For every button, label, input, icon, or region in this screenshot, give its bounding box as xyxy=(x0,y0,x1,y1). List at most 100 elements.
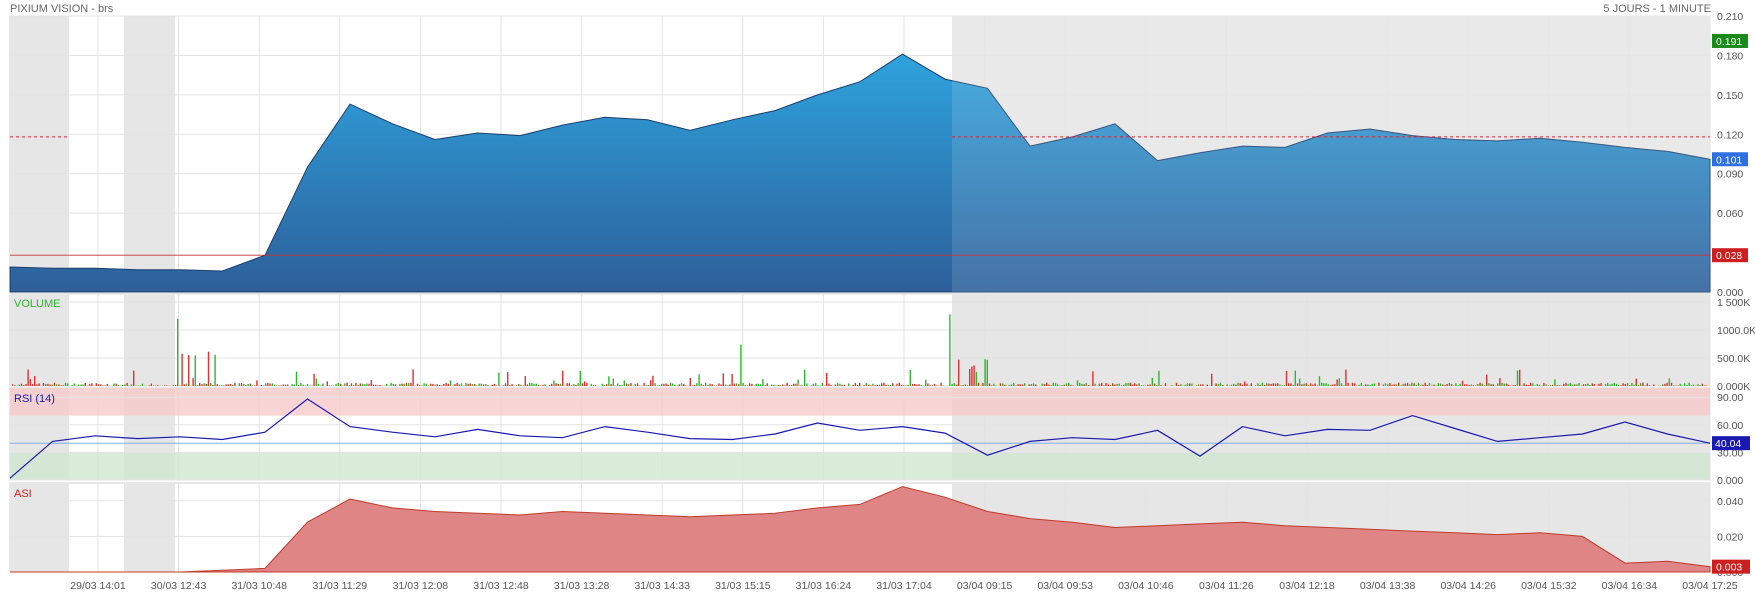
volume-bar xyxy=(1184,384,1186,386)
volume-bar xyxy=(1514,384,1516,386)
volume-bar xyxy=(852,384,854,386)
x-axis-label: 29/03 14:01 xyxy=(70,580,126,592)
volume-bar xyxy=(203,383,205,386)
volume-bar xyxy=(1684,383,1686,386)
volume-bar xyxy=(557,383,559,386)
volume-bar xyxy=(221,385,223,386)
volume-bar xyxy=(1257,383,1259,386)
volume-bar xyxy=(1340,383,1343,386)
volume-bar xyxy=(491,384,493,386)
volume-bar xyxy=(559,383,562,386)
x-axis-label: 03/04 16:34 xyxy=(1602,580,1658,592)
volume-bar xyxy=(1486,374,1488,386)
volume-bar xyxy=(1457,385,1459,386)
volume-bar xyxy=(1503,383,1505,386)
rsi-y-tick: 60.00 xyxy=(1717,420,1743,432)
volume-bar xyxy=(403,383,405,386)
instrument-title: PIXIUM VISION - brs xyxy=(10,3,114,15)
asi-area xyxy=(10,486,1711,573)
volume-bar xyxy=(498,372,500,386)
volume-bar xyxy=(1127,382,1129,386)
volume-bar xyxy=(931,385,933,386)
volume-bar xyxy=(854,382,856,386)
volume-bar xyxy=(892,383,894,386)
volume-bar xyxy=(438,385,441,386)
volume-bar xyxy=(1151,377,1153,386)
volume-bar xyxy=(757,383,760,386)
volume-bar xyxy=(469,383,471,386)
volume-bar xyxy=(562,370,564,386)
volume-bar xyxy=(232,384,234,386)
volume-bar xyxy=(278,385,280,386)
x-axis-label: 03/04 12:18 xyxy=(1279,580,1335,592)
volume-bar xyxy=(1041,383,1043,386)
volume-bar xyxy=(267,383,269,386)
volume-bar xyxy=(441,385,443,386)
volume-bar xyxy=(322,383,324,386)
volume-bar xyxy=(247,383,249,386)
volume-bar xyxy=(64,382,67,386)
volume-bar xyxy=(1116,383,1118,386)
volume-bar xyxy=(909,369,911,386)
price-low-badge-bg xyxy=(1712,248,1748,263)
volume-bar xyxy=(727,385,729,386)
volume-bar xyxy=(335,384,337,386)
volume-bar xyxy=(1083,384,1085,386)
volume-bar xyxy=(245,384,247,386)
volume-bar xyxy=(876,384,878,386)
volume-bar xyxy=(1057,384,1059,386)
volume-bar xyxy=(889,384,892,386)
volume-bar xyxy=(1563,383,1565,386)
volume-bar xyxy=(1692,384,1695,386)
volume-bar xyxy=(1307,384,1310,386)
volume-bar xyxy=(456,382,458,386)
volume-bar xyxy=(423,383,425,386)
volume-bar xyxy=(746,385,749,386)
volume-bar xyxy=(1604,384,1607,386)
volume-bar xyxy=(1662,384,1664,386)
volume-bar xyxy=(705,382,707,386)
volume-bar xyxy=(1345,369,1347,386)
volume-bar xyxy=(610,384,612,386)
volume-bar xyxy=(1325,383,1327,386)
volume-bar xyxy=(788,385,790,386)
volume-bar xyxy=(834,384,837,386)
volume-bar xyxy=(73,383,75,386)
volume-bar xyxy=(386,384,388,386)
volume-bar xyxy=(166,385,168,386)
volume-bar xyxy=(199,382,201,386)
x-axis-label: 31/03 16:24 xyxy=(796,580,852,592)
volume-bar xyxy=(1068,382,1070,386)
volume-bar xyxy=(986,359,988,386)
price-area xyxy=(9,53,1711,293)
volume-bar xyxy=(870,385,872,386)
volume-bar xyxy=(951,383,953,386)
volume-bar xyxy=(504,383,507,386)
volume-bar xyxy=(903,385,905,386)
volume-bar xyxy=(964,384,966,386)
volume-bar xyxy=(601,383,603,386)
volume-bar xyxy=(1233,383,1235,386)
volume-bar xyxy=(1587,383,1589,386)
volume-bar xyxy=(1332,384,1334,386)
volume-bar xyxy=(86,385,89,386)
volume-bar xyxy=(953,383,955,386)
volume-bar xyxy=(1246,383,1248,386)
volume-bar xyxy=(1250,383,1252,386)
volume-bar xyxy=(920,385,922,386)
volume-bar xyxy=(586,382,588,386)
volume-bar xyxy=(1624,384,1626,386)
volume-bar xyxy=(1433,384,1435,386)
volume-bar xyxy=(1666,382,1668,386)
volume-bar xyxy=(1633,384,1635,386)
volume-bar xyxy=(1272,383,1274,386)
volume-bar xyxy=(652,375,654,386)
volume-bar xyxy=(84,382,86,386)
volume-bar xyxy=(379,385,381,386)
volume-bar xyxy=(1299,378,1301,386)
volume-bar xyxy=(991,385,993,386)
volume-bar xyxy=(436,384,438,386)
volume-bar xyxy=(1448,382,1450,386)
volume-bar xyxy=(755,383,757,386)
